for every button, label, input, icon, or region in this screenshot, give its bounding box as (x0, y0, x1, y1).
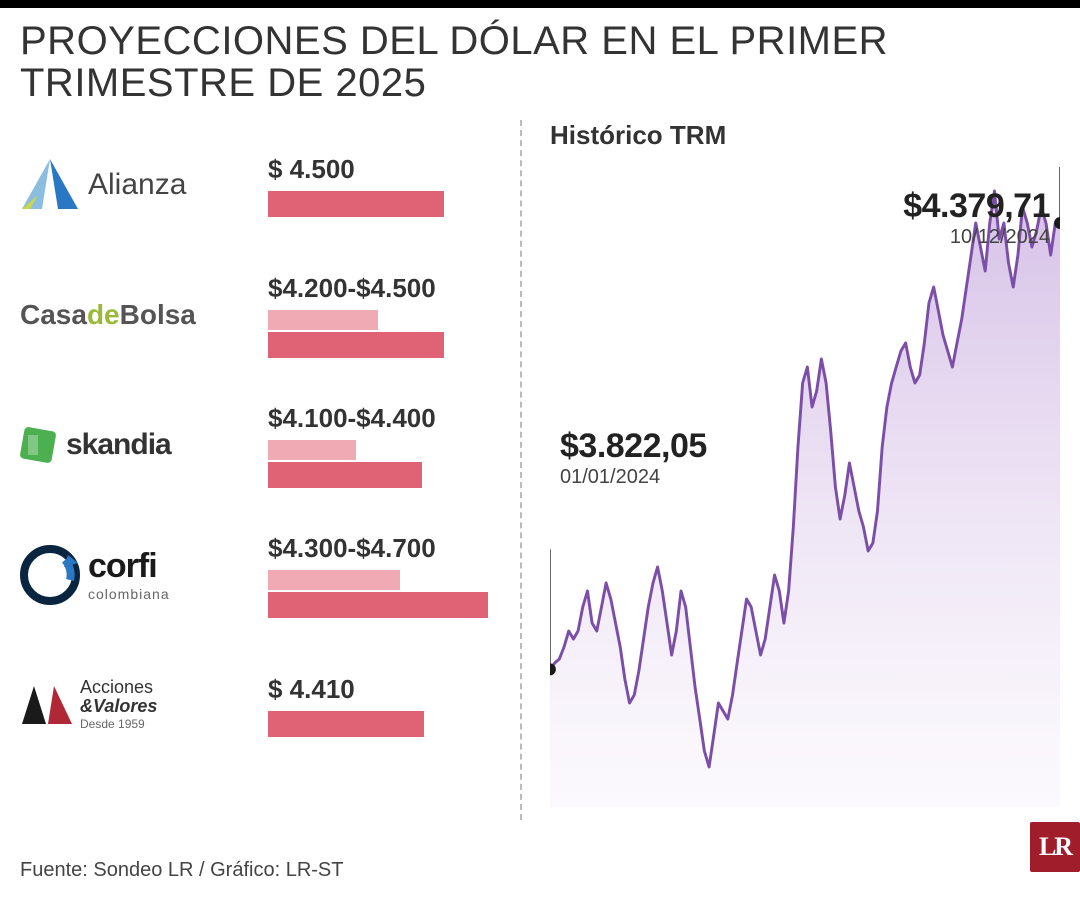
company-logo-corfi: corfi colombiana (20, 545, 250, 605)
company-logo-alianza: Alianza (20, 157, 250, 213)
company-logo-skandia: skandia (20, 427, 250, 463)
projection-row: CasadeBolsa $4.200-$4.500 (20, 250, 500, 380)
company-name: Alianza (88, 168, 186, 202)
projection-bar (268, 191, 488, 217)
projection-bar (268, 440, 488, 488)
chart-start-callout: $3.822,05 01/01/2024 (560, 427, 707, 489)
header-rule (0, 0, 1080, 8)
projection-row: skandia $4.100-$4.400 (20, 380, 500, 510)
start-date: 01/01/2024 (560, 466, 707, 489)
start-value: $3.822,05 (560, 427, 707, 466)
trm-area-chart: $4.379,71 10/12/2024 $3.822,05 01/01/202… (550, 167, 1060, 807)
page-title: PROYECCIONES DEL DÓLAR EN EL PRIMER TRIM… (0, 8, 1080, 120)
company-name: skandia (66, 428, 171, 462)
company-logo-acciones: Acciones &Valores Desde 1959 (20, 678, 250, 732)
end-date: 10/12/2024 (903, 226, 1050, 249)
projection-bar (268, 310, 488, 358)
end-value: $4.379,71 (903, 187, 1050, 226)
projection-value: $4.300-$4.700 (268, 533, 500, 564)
projection-value: $ 4.500 (268, 154, 500, 185)
projection-value: $4.200-$4.500 (268, 273, 500, 304)
projection-cell: $4.200-$4.500 (268, 273, 500, 358)
projection-cell: $ 4.410 (268, 674, 500, 737)
projection-cell: $4.300-$4.700 (268, 533, 500, 618)
main-content: Alianza $ 4.500 CasadeBolsa $4.200-$4.50… (0, 120, 1080, 820)
projection-value: $ 4.410 (268, 674, 500, 705)
projection-bar (268, 570, 488, 618)
projection-row: Acciones &Valores Desde 1959 $ 4.410 (20, 640, 500, 770)
projection-cell: $4.100-$4.400 (268, 403, 500, 488)
chart-column: Histórico TRM $4.379,71 10/12/2024 $3.82… (520, 120, 1060, 820)
lr-badge-icon: LR (1030, 822, 1080, 872)
projections-column: Alianza $ 4.500 CasadeBolsa $4.200-$4.50… (20, 120, 520, 820)
chart-title: Histórico TRM (550, 120, 1060, 151)
projection-value: $4.100-$4.400 (268, 403, 500, 434)
projection-bar (268, 711, 488, 737)
chart-end-callout: $4.379,71 10/12/2024 (903, 187, 1050, 249)
projection-row: corfi colombiana $4.300-$4.700 (20, 510, 500, 640)
source-attribution: Fuente: Sondeo LR / Gráfico: LR-ST (20, 859, 344, 882)
projection-cell: $ 4.500 (268, 154, 500, 217)
company-logo-casadebolsa: CasadeBolsa (20, 299, 250, 331)
projection-row: Alianza $ 4.500 (20, 120, 500, 250)
